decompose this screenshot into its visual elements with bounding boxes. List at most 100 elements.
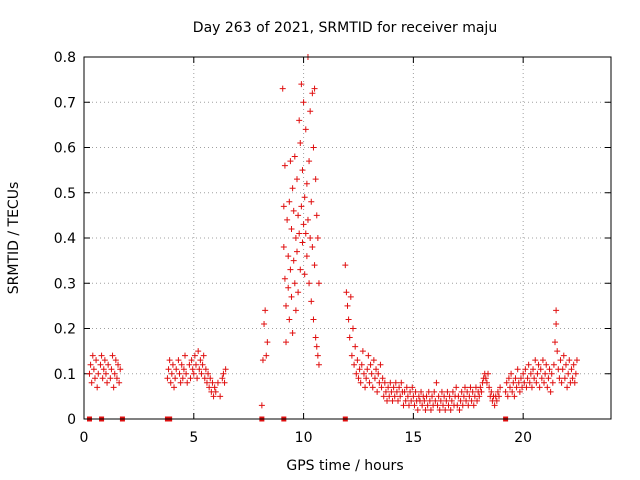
data-point xyxy=(494,388,501,395)
data-point xyxy=(112,357,119,364)
data-point xyxy=(288,293,295,300)
data-point xyxy=(197,357,204,364)
data-point xyxy=(214,379,221,386)
data-point xyxy=(353,370,360,377)
data-point xyxy=(313,212,320,219)
data-point xyxy=(191,352,198,359)
data-point xyxy=(405,402,412,409)
data-point xyxy=(411,402,418,409)
data-point xyxy=(192,361,199,368)
data-point xyxy=(363,375,370,382)
data-point xyxy=(280,203,287,210)
data-point xyxy=(425,388,432,395)
data-point xyxy=(534,370,541,377)
data-point xyxy=(283,302,290,309)
data-point xyxy=(447,406,454,413)
data-point xyxy=(491,402,498,409)
data-point xyxy=(443,397,450,404)
data-point xyxy=(290,257,297,264)
data-point xyxy=(528,384,535,391)
data-point xyxy=(90,366,97,373)
data-point xyxy=(352,343,359,350)
data-point xyxy=(379,375,386,382)
data-point xyxy=(173,366,180,373)
data-point xyxy=(307,108,314,115)
data-point xyxy=(91,375,98,382)
data-point xyxy=(397,393,404,400)
data-point xyxy=(95,370,102,377)
data-point xyxy=(344,302,351,309)
data-point xyxy=(308,198,315,205)
data-point xyxy=(284,216,291,223)
data-point xyxy=(283,339,290,346)
data-point xyxy=(434,402,441,409)
data-point xyxy=(536,384,543,391)
data-point xyxy=(544,384,551,391)
data-point xyxy=(381,379,388,386)
data-point xyxy=(311,262,318,269)
data-point xyxy=(296,117,303,124)
data-point xyxy=(435,393,442,400)
data-point xyxy=(403,384,410,391)
data-point xyxy=(311,85,318,92)
data-point xyxy=(298,203,305,210)
data-point xyxy=(117,366,124,373)
data-point xyxy=(388,388,395,395)
data-point xyxy=(504,393,511,400)
data-point xyxy=(357,379,364,386)
data-point xyxy=(463,397,470,404)
data-point xyxy=(315,361,322,368)
data-point xyxy=(380,393,387,400)
data-point xyxy=(389,397,396,404)
data-point xyxy=(437,397,444,404)
data-point xyxy=(355,375,362,382)
data-point xyxy=(516,388,523,395)
data-point xyxy=(295,289,302,296)
data-point xyxy=(549,379,556,386)
data-point xyxy=(543,361,550,368)
data-point xyxy=(448,397,455,404)
data-point xyxy=(312,334,319,341)
data-point xyxy=(493,397,500,404)
data-point xyxy=(295,212,302,219)
data-point xyxy=(533,379,540,386)
data-point xyxy=(401,388,408,395)
data-point xyxy=(279,85,286,92)
data-point xyxy=(194,375,201,382)
data-point xyxy=(482,375,489,382)
data-point xyxy=(342,262,349,269)
data-point xyxy=(285,253,292,260)
x-tick-label: 0 xyxy=(80,430,89,446)
data-point xyxy=(391,393,398,400)
y-tick-label: 0.4 xyxy=(54,231,76,247)
data-point xyxy=(313,343,320,350)
data-point xyxy=(302,126,309,133)
data-point xyxy=(89,352,96,359)
data-point xyxy=(286,316,293,323)
data-point xyxy=(525,361,532,368)
data-point xyxy=(545,375,552,382)
data-point xyxy=(351,361,358,368)
data-point xyxy=(442,406,449,413)
data-point xyxy=(211,384,218,391)
data-point xyxy=(572,370,579,377)
data-marks xyxy=(86,54,580,422)
data-point xyxy=(346,334,353,341)
data-point xyxy=(382,388,389,395)
data-point xyxy=(165,366,172,373)
data-point xyxy=(264,339,271,346)
data-point xyxy=(393,388,400,395)
data-point xyxy=(453,384,460,391)
data-point xyxy=(506,384,513,391)
data-point xyxy=(444,388,451,395)
data-point xyxy=(297,266,304,273)
data-point xyxy=(566,357,573,364)
data-point xyxy=(365,352,372,359)
data-point xyxy=(206,384,213,391)
data-point xyxy=(86,370,93,377)
data-point xyxy=(454,402,461,409)
data-point xyxy=(392,379,399,386)
data-point xyxy=(188,357,195,364)
data-point xyxy=(359,348,366,355)
data-point xyxy=(348,352,355,359)
